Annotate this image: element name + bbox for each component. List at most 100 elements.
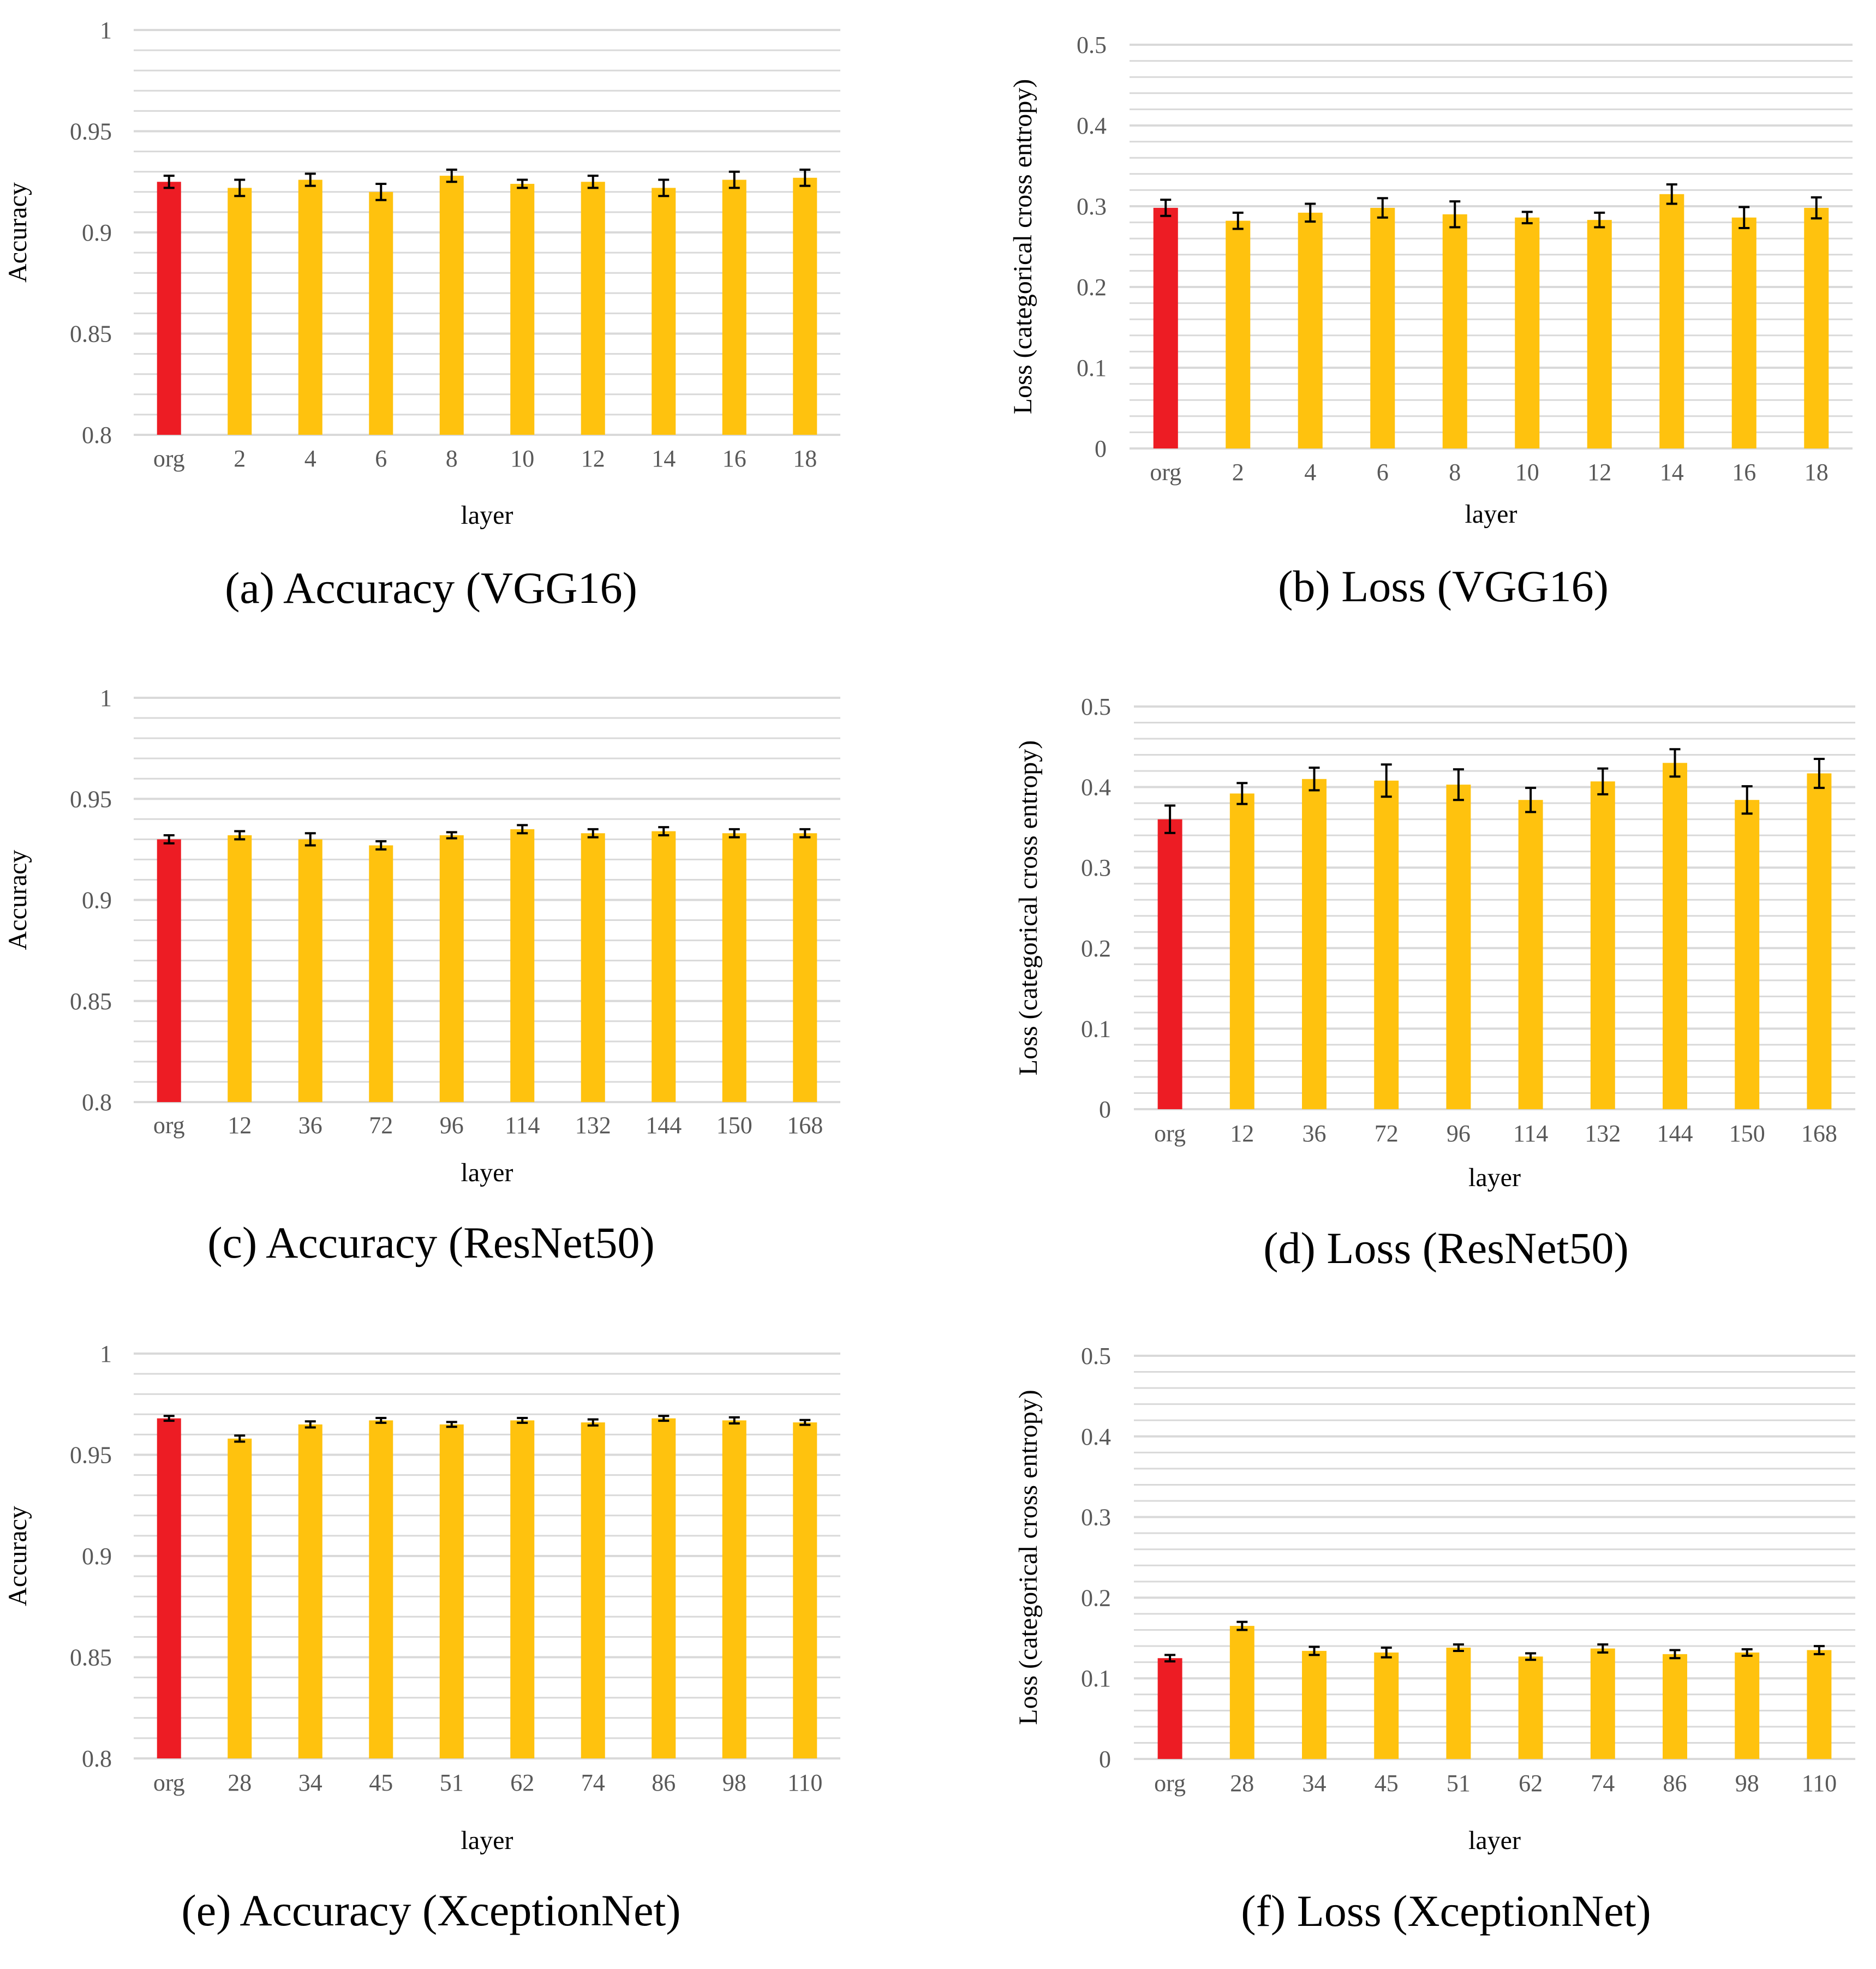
bar-layer-4	[1298, 212, 1323, 448]
x-tick-label: org	[1150, 459, 1181, 486]
bar-layer-12	[1587, 220, 1612, 448]
x-tick-label: 51	[1447, 1770, 1471, 1797]
x-tick-label: 168	[1801, 1120, 1837, 1147]
x-tick-label: 16	[722, 445, 746, 472]
x-tick-label: 28	[228, 1769, 252, 1796]
bar-layer-144	[652, 831, 676, 1102]
chart-panel-4: 0.8 0.85 0.9 0.95 1 org 28 34 45 51 62 74 86 98 110 lay…	[3, 1340, 840, 1935]
y-tick-label: 0.2	[1081, 1584, 1111, 1611]
bar-layer-34	[298, 1424, 322, 1758]
y-axis-title: Accuracy	[3, 182, 32, 283]
y-tick-label: 0.2	[1081, 935, 1111, 962]
y-tick-label: 0.5	[1081, 1343, 1111, 1369]
bar-org	[157, 1418, 181, 1758]
x-tick-label: 168	[787, 1112, 823, 1139]
x-tick-label: org	[153, 1769, 185, 1796]
y-tick-label: 0.3	[1081, 854, 1111, 881]
x-tick-label: 12	[1230, 1120, 1254, 1147]
x-tick-label: 86	[652, 1769, 676, 1796]
x-tick-label: 12	[228, 1112, 252, 1139]
bar-layer-6	[369, 191, 393, 435]
chart-panel-0: 0.8 0.85 0.9 0.95 1 org 2 4 6 8 10 12 14 16 18 layer Acc…	[3, 17, 840, 613]
x-tick-label: 144	[1657, 1120, 1693, 1147]
x-tick-label: 36	[298, 1112, 322, 1139]
bar-layer-18	[793, 177, 817, 435]
y-tick-label: 0	[1099, 1096, 1111, 1123]
y-tick-label: 0.9	[82, 887, 112, 914]
bar-layer-62	[1518, 1656, 1543, 1759]
bar-layer-45	[1374, 1652, 1399, 1759]
bar-layer-74	[581, 1422, 605, 1758]
x-tick-label: 4	[1304, 459, 1316, 486]
x-tick-label: 34	[1303, 1770, 1327, 1797]
bar-layer-72	[369, 845, 393, 1102]
x-tick-label: 98	[1735, 1770, 1759, 1797]
bar-layer-51	[439, 1424, 464, 1758]
bar-org	[1157, 1658, 1182, 1759]
bar-layer-132	[1590, 781, 1615, 1109]
x-tick-label: 36	[1303, 1120, 1327, 1147]
x-tick-label: 12	[1587, 459, 1611, 486]
x-tick-label: 14	[652, 445, 676, 472]
x-tick-label: 110	[1802, 1770, 1837, 1797]
x-tick-label: 2	[1232, 459, 1244, 486]
x-axis-title: layer	[461, 1158, 513, 1187]
bar-layer-10	[510, 183, 535, 435]
x-tick-label: 34	[298, 1769, 322, 1796]
x-tick-label: 144	[646, 1112, 682, 1139]
x-tick-label: 96	[440, 1112, 464, 1139]
y-tick-label: 0.85	[70, 321, 112, 348]
bar-layer-150	[1735, 800, 1760, 1109]
y-axis-title: Accuracy	[3, 1506, 32, 1606]
y-tick-label: 0.4	[1081, 1423, 1111, 1450]
chart-panel-1: 0 0.1 0.2 0.3 0.4 0.5 org 2 4 6 8 10 12 14 16 18 layer Lo…	[1008, 32, 1853, 611]
bar-layer-168	[1807, 773, 1832, 1109]
y-tick-label: 0	[1095, 435, 1107, 462]
bar-layer-150	[722, 833, 746, 1102]
bar-layer-72	[1374, 780, 1399, 1109]
y-axis-title: Loss (categorical cross entropy)	[1008, 79, 1037, 414]
x-tick-label: 28	[1230, 1770, 1254, 1797]
x-tick-label: 98	[722, 1769, 746, 1796]
chart-caption: (c) Accuracy (ResNet50)	[207, 1218, 655, 1267]
y-tick-label: 1	[100, 685, 112, 711]
x-tick-label: 96	[1447, 1120, 1471, 1147]
bar-layer-114	[510, 829, 535, 1102]
bar-layer-98	[722, 1420, 746, 1758]
x-tick-label: org	[153, 445, 185, 472]
y-tick-label: 0.95	[70, 1442, 112, 1469]
y-tick-label: 0.85	[70, 1644, 112, 1671]
x-tick-label: 114	[505, 1112, 540, 1139]
bar-layer-4	[298, 179, 322, 435]
y-tick-label: 1	[100, 17, 112, 44]
chart-caption: (b) Loss (VGG16)	[1278, 561, 1609, 611]
chart-caption: (d) Loss (ResNet50)	[1263, 1223, 1629, 1273]
x-tick-label: 86	[1663, 1770, 1687, 1797]
chart-panel-3: 0 0.1 0.2 0.3 0.4 0.5 org 12 36 72 96 114 132 144 150 1…	[1014, 693, 1855, 1273]
x-tick-label: org	[153, 1112, 185, 1139]
bar-layer-74	[1590, 1648, 1615, 1759]
bar-layer-16	[722, 179, 746, 435]
y-tick-label: 0.1	[1081, 1015, 1111, 1042]
x-tick-label: org	[1154, 1120, 1186, 1147]
bar-layer-144	[1663, 763, 1687, 1109]
x-tick-label: 16	[1732, 459, 1756, 486]
y-axis-title: Loss (categorical cross entropy)	[1014, 740, 1043, 1075]
bar-layer-28	[228, 1438, 252, 1758]
x-tick-label: 150	[716, 1112, 752, 1139]
bar-layer-96	[1446, 785, 1471, 1109]
bar-layer-168	[793, 833, 817, 1102]
bar-layer-6	[1370, 207, 1395, 448]
x-tick-label: 45	[369, 1769, 393, 1796]
bar-layer-14	[652, 188, 676, 435]
bar-org	[1157, 819, 1182, 1109]
y-tick-label: 0.2	[1077, 274, 1107, 301]
y-tick-label: 0.5	[1077, 32, 1107, 58]
bar-layer-18	[1804, 207, 1829, 448]
bar-layer-96	[439, 835, 464, 1102]
bar-layer-8	[1442, 214, 1467, 448]
chart-caption: (a) Accuracy (VGG16)	[225, 563, 637, 613]
bar-layer-62	[510, 1420, 535, 1758]
x-axis-title: layer	[461, 501, 513, 530]
x-tick-label: 2	[234, 445, 246, 472]
